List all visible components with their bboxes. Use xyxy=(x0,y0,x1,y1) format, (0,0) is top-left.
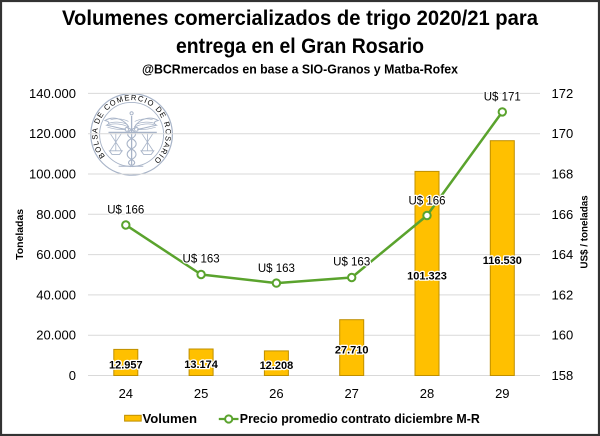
svg-text:13.174: 13.174 xyxy=(184,359,219,371)
svg-text:140.000: 140.000 xyxy=(29,86,76,101)
svg-text:172: 172 xyxy=(552,86,574,101)
svg-text:US$ / toneladas: US$ / toneladas xyxy=(579,195,591,268)
svg-text:162: 162 xyxy=(552,287,574,302)
svg-text:27: 27 xyxy=(344,386,358,401)
svg-text:entrega en el Gran Rosario: entrega en el Gran Rosario xyxy=(176,35,424,58)
svg-text:0: 0 xyxy=(69,368,76,383)
svg-text:12.957: 12.957 xyxy=(109,359,143,371)
svg-text:@BCRmercados en base a SIO-Gra: @BCRmercados en base a SIO-Granos y Matb… xyxy=(142,62,459,77)
svg-text:164: 164 xyxy=(552,247,574,262)
svg-text:25: 25 xyxy=(194,386,208,401)
svg-text:101.323: 101.323 xyxy=(407,270,447,282)
svg-text:60.000: 60.000 xyxy=(36,247,76,262)
svg-text:U$ 163: U$ 163 xyxy=(333,257,370,269)
svg-text:24: 24 xyxy=(119,386,133,401)
svg-text:166: 166 xyxy=(552,207,574,222)
svg-text:Toneladas: Toneladas xyxy=(14,209,26,260)
svg-text:U$ 171: U$ 171 xyxy=(484,92,521,104)
svg-text:27.710: 27.710 xyxy=(335,345,369,357)
svg-text:40.000: 40.000 xyxy=(36,287,76,302)
svg-text:170: 170 xyxy=(552,126,574,141)
svg-text:160: 160 xyxy=(552,328,574,343)
svg-text:12.208: 12.208 xyxy=(260,360,294,372)
svg-text:26: 26 xyxy=(269,386,283,401)
svg-text:80.000: 80.000 xyxy=(36,207,76,222)
svg-text:U$ 163: U$ 163 xyxy=(183,254,220,266)
svg-text:116.530: 116.530 xyxy=(483,255,522,267)
svg-text:168: 168 xyxy=(552,167,574,182)
svg-text:120.000: 120.000 xyxy=(29,126,76,141)
svg-text:U$ 166: U$ 166 xyxy=(408,196,445,208)
svg-text:29: 29 xyxy=(495,386,509,401)
svg-text:100.000: 100.000 xyxy=(29,167,76,182)
svg-text:U$ 166: U$ 166 xyxy=(107,204,144,216)
svg-text:Volumenes comercializados de t: Volumenes comercializados de trigo 2020/… xyxy=(62,7,538,30)
svg-text:U$ 163: U$ 163 xyxy=(258,263,295,275)
svg-text:158: 158 xyxy=(552,368,574,383)
svg-text:Precio promedio contrato dicie: Precio promedio contrato diciembre M-R xyxy=(240,412,480,426)
svg-text:Volumen: Volumen xyxy=(143,412,198,426)
svg-text:20.000: 20.000 xyxy=(36,328,76,343)
svg-text:28: 28 xyxy=(420,386,434,401)
